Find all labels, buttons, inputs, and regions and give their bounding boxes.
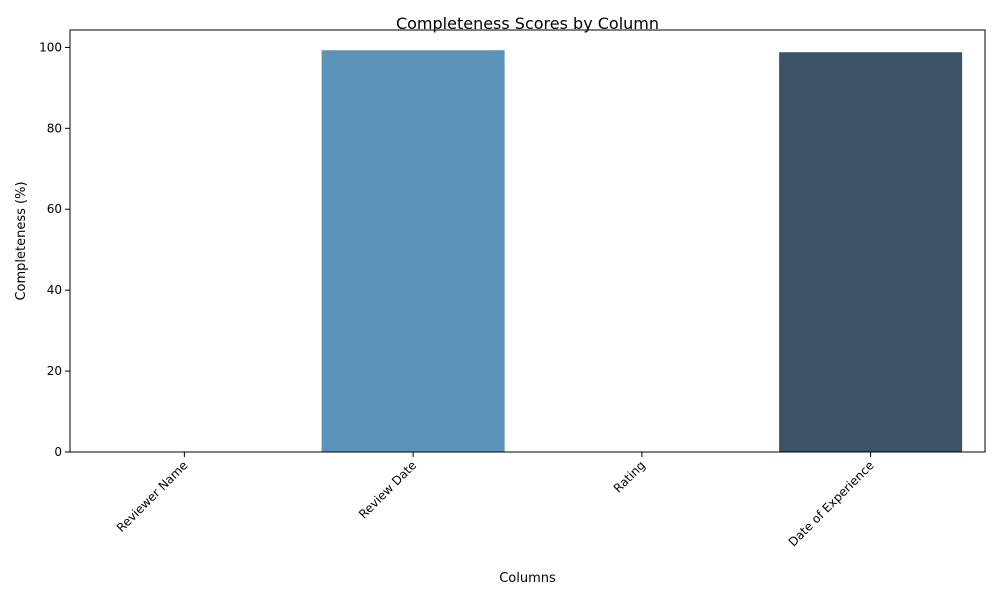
y-tick-label: 0 — [54, 445, 62, 459]
x-axis-label: Columns — [499, 571, 556, 586]
y-tick-label: 60 — [47, 202, 62, 216]
chart-title: Completeness Scores by Column — [396, 14, 659, 33]
y-tick-label: 80 — [47, 121, 62, 135]
y-tick-label: 100 — [39, 40, 62, 54]
y-tick-label: 40 — [47, 283, 62, 297]
x-tick-label: Review Date — [356, 458, 419, 521]
y-axis: 0 20 40 60 80 100 — [39, 40, 70, 459]
bar-review-date — [321, 50, 505, 453]
y-tick-label: 20 — [47, 364, 62, 378]
x-axis: Reviewer Name Review Date Rating Date of Ex… — [114, 452, 877, 549]
x-tick-label: Date of Experience — [786, 458, 877, 549]
bars-group — [321, 50, 963, 453]
y-axis-label: Completeness (%) — [14, 181, 29, 300]
x-tick-label: Rating — [611, 458, 648, 495]
bar-date-of-experience — [779, 52, 963, 453]
plot-frame — [69, 29, 986, 453]
x-tick-label: Reviewer Name — [114, 458, 191, 535]
